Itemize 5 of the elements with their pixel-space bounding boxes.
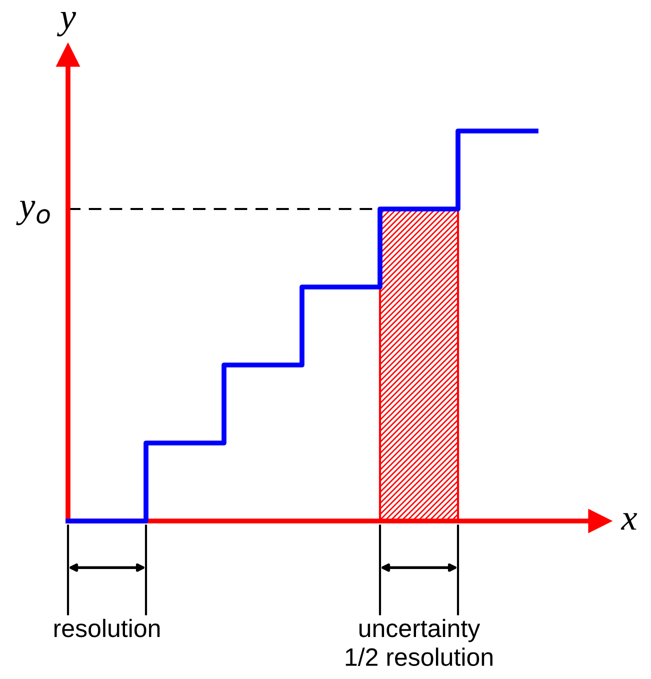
text: resolution xyxy=(54,618,160,638)
x-axis-title: x xyxy=(620,513,638,530)
text: uncertainty 1/2 resolution xyxy=(346,618,492,666)
y-axis-title: y xyxy=(56,12,76,36)
ref-line-label: y$_{o}$ xyxy=(16,200,50,226)
